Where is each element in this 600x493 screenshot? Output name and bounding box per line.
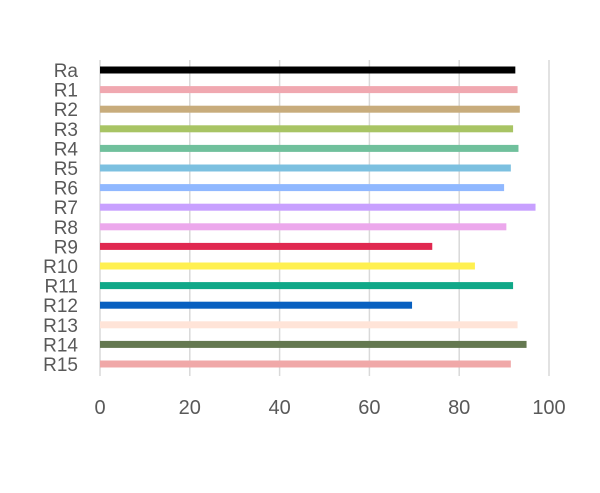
x-tick-label: 40 [268, 397, 290, 419]
bar-r8 [100, 223, 507, 231]
x-tick-label: 60 [358, 397, 380, 419]
x-tick-label: 20 [179, 397, 201, 419]
bar-r4 [100, 144, 519, 152]
bar-r14 [100, 340, 527, 348]
bar-r6 [100, 184, 505, 192]
category-label-r5: R5 [54, 159, 78, 180]
category-label-r14: R14 [43, 335, 78, 356]
bars [100, 66, 536, 368]
bar-r2 [100, 105, 520, 113]
category-label-r9: R9 [54, 237, 78, 258]
bar-r1 [100, 86, 518, 94]
category-label-r2: R2 [54, 100, 78, 121]
category-label-r3: R3 [54, 120, 78, 141]
category-label-r15: R15 [43, 355, 78, 376]
category-label-r7: R7 [54, 198, 78, 219]
category-label-r12: R12 [43, 296, 78, 317]
bar-r7 [100, 203, 536, 211]
category-label-r6: R6 [54, 179, 78, 200]
bar-r15 [100, 360, 511, 368]
x-tick-label: 0 [94, 397, 105, 419]
x-tick-labels: 0 20 40 60 80 100 [94, 397, 565, 419]
category-label-r10: R10 [43, 257, 78, 278]
bar-r3 [100, 125, 514, 133]
category-label-r8: R8 [54, 218, 78, 239]
bar-r10 [100, 262, 475, 270]
x-tick-label: 100 [532, 397, 565, 419]
bar-r13 [100, 321, 518, 329]
category-label-r4: R4 [54, 139, 79, 160]
bar-ra [100, 66, 516, 74]
bar-r11 [100, 282, 514, 290]
category-label-r11: R11 [45, 277, 78, 298]
category-label-r1: R1 [54, 81, 78, 102]
bar-r9 [100, 242, 433, 250]
x-tick-label: 80 [448, 397, 470, 419]
category-label-r13: R13 [43, 316, 78, 337]
bar-r5 [100, 164, 511, 172]
bar-r12 [100, 301, 413, 309]
category-label-ra: Ra [54, 61, 79, 82]
